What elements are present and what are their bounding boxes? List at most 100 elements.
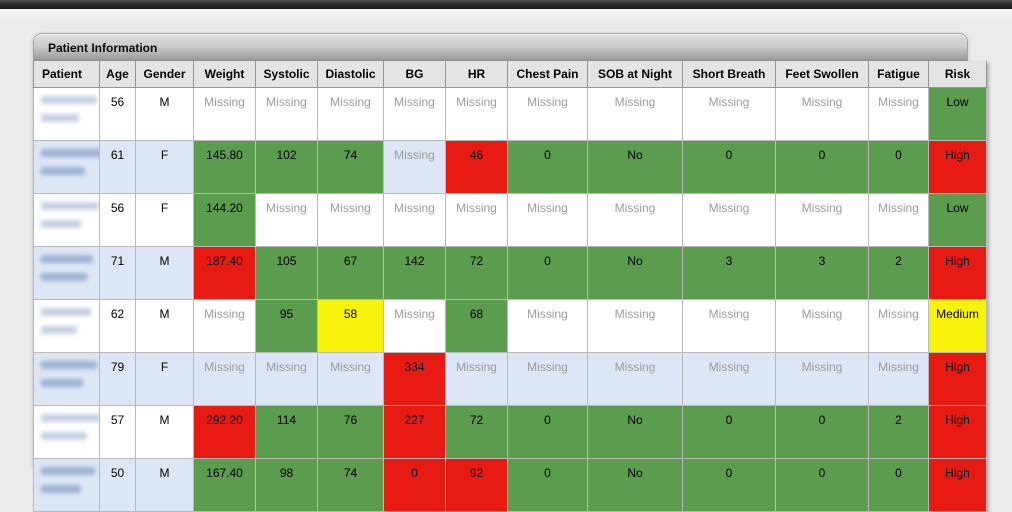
cell-age: 57	[99, 405, 136, 459]
col-header-hr[interactable]: HR	[445, 61, 508, 88]
redacted-text-line	[41, 361, 97, 369]
redacted-text-line	[41, 485, 81, 493]
patient-row-6[interactable]: 79 F Missing Missing Missing 334 Missing…	[33, 352, 987, 406]
header-row: Patient Age Gender Weight Systolic Diast…	[33, 61, 987, 88]
cell-fatigue: Missing	[868, 352, 929, 406]
redacted-text-line	[41, 414, 99, 422]
cell-risk: High	[928, 458, 987, 512]
cell-age: 71	[99, 246, 136, 300]
cell-weight: Missing	[193, 299, 256, 353]
cell-gender: M	[135, 405, 194, 459]
cell-bg: 227	[383, 405, 446, 459]
patient-name-redacted	[33, 458, 100, 512]
patient-row-4[interactable]: 71 M 187.40 105 67 142 72 0 No 3 3 2 Hig…	[33, 246, 987, 300]
cell-short-breath: 0	[682, 458, 776, 512]
cell-sob-at-night: Missing	[587, 87, 683, 141]
col-header-feet-swollen[interactable]: Feet Swollen	[775, 61, 869, 88]
cell-gender: F	[135, 352, 194, 406]
cell-systolic: 98	[255, 458, 318, 512]
cell-fatigue: Missing	[868, 299, 929, 353]
col-header-chest-pain[interactable]: Chest Pain	[507, 61, 588, 88]
patient-row-5[interactable]: 62 M Missing 95 58 Missing 68 Missing Mi…	[33, 299, 987, 353]
cell-gender: M	[135, 458, 194, 512]
redacted-text-line	[41, 255, 93, 263]
cell-chest-pain: 0	[507, 140, 588, 194]
cell-sob-at-night: Missing	[587, 352, 683, 406]
redacted-text-line	[41, 114, 79, 122]
cell-bg: 334	[383, 352, 446, 406]
cell-short-breath: 0	[682, 405, 776, 459]
cell-weight: 145.80	[193, 140, 256, 194]
cell-diastolic: 58	[317, 299, 384, 353]
cell-weight: Missing	[193, 352, 256, 406]
col-header-risk[interactable]: Risk	[928, 61, 987, 88]
cell-diastolic: 74	[317, 140, 384, 194]
cell-fatigue: Missing	[868, 193, 929, 247]
col-header-bg[interactable]: BG	[383, 61, 446, 88]
cell-feet-swollen: Missing	[775, 193, 869, 247]
col-header-systolic[interactable]: Systolic	[255, 61, 318, 88]
patient-row-2[interactable]: 61 F 145.80 102 74 Missing 46 0 No 0 0 0…	[33, 140, 987, 194]
cell-hr: 72	[445, 246, 508, 300]
col-header-gender[interactable]: Gender	[135, 61, 194, 88]
cell-short-breath: 3	[682, 246, 776, 300]
redacted-text-line	[41, 167, 85, 175]
col-header-diastolic[interactable]: Diastolic	[317, 61, 384, 88]
cell-bg: Missing	[383, 193, 446, 247]
col-header-short-breath[interactable]: Short Breath	[682, 61, 776, 88]
redacted-text-line	[41, 202, 99, 210]
cell-sob-at-night: No	[587, 246, 683, 300]
cell-short-breath: Missing	[682, 87, 776, 141]
cell-sob-at-night: No	[587, 140, 683, 194]
redacted-text-line	[41, 308, 91, 316]
cell-fatigue: 0	[868, 140, 929, 194]
patient-name-redacted	[33, 352, 100, 406]
cell-gender: M	[135, 87, 194, 141]
cell-bg: 142	[383, 246, 446, 300]
cell-gender: M	[135, 246, 194, 300]
patient-row-7[interactable]: 57 M 292.20 114 76 227 72 0 No 0 0 2 Hig…	[33, 405, 987, 459]
cell-age: 56	[99, 193, 136, 247]
col-header-patient[interactable]: Patient	[33, 61, 100, 88]
patient-row-1[interactable]: 56 M Missing Missing Missing Missing Mis…	[33, 87, 987, 141]
cell-systolic: Missing	[255, 193, 318, 247]
patient-name-redacted	[33, 246, 100, 300]
cell-risk: Low	[928, 193, 987, 247]
patient-row-3[interactable]: 56 F 144.20 Missing Missing Missing Miss…	[33, 193, 987, 247]
cell-age: 50	[99, 458, 136, 512]
cell-hr: 92	[445, 458, 508, 512]
cell-chest-pain: 0	[507, 246, 588, 300]
cell-diastolic: Missing	[317, 193, 384, 247]
redacted-text-line	[41, 379, 83, 387]
cell-systolic: 95	[255, 299, 318, 353]
cell-risk: High	[928, 140, 987, 194]
cell-risk: Low	[928, 87, 987, 141]
col-header-sob-at-night[interactable]: SOB at Night	[587, 61, 683, 88]
cell-risk: Medium	[928, 299, 987, 353]
cell-sob-at-night: Missing	[587, 193, 683, 247]
cell-gender: F	[135, 140, 194, 194]
patient-name-redacted	[33, 140, 100, 194]
cell-risk: High	[928, 352, 987, 406]
cell-diastolic: 74	[317, 458, 384, 512]
cell-feet-swollen: 0	[775, 140, 869, 194]
redacted-text-line	[41, 149, 99, 157]
cell-chest-pain: Missing	[507, 352, 588, 406]
cell-hr: Missing	[445, 193, 508, 247]
cell-age: 56	[99, 87, 136, 141]
patient-table: Patient Age Gender Weight Systolic Diast…	[33, 61, 987, 512]
patient-name-redacted	[33, 193, 100, 247]
cell-systolic: Missing	[255, 352, 318, 406]
patient-row-8[interactable]: 50 M 167.40 98 74 0 92 0 No 0 0 0 High	[33, 458, 987, 512]
top-strip-shadow	[0, 9, 1012, 23]
cell-short-breath: Missing	[682, 193, 776, 247]
cell-systolic: 102	[255, 140, 318, 194]
cell-systolic: 114	[255, 405, 318, 459]
col-header-weight[interactable]: Weight	[193, 61, 256, 88]
cell-weight: 167.40	[193, 458, 256, 512]
cell-feet-swollen: Missing	[775, 352, 869, 406]
cell-fatigue: 0	[868, 458, 929, 512]
col-header-age[interactable]: Age	[99, 61, 136, 88]
col-header-fatigue[interactable]: Fatigue	[868, 61, 929, 88]
cell-fatigue: 2	[868, 246, 929, 300]
